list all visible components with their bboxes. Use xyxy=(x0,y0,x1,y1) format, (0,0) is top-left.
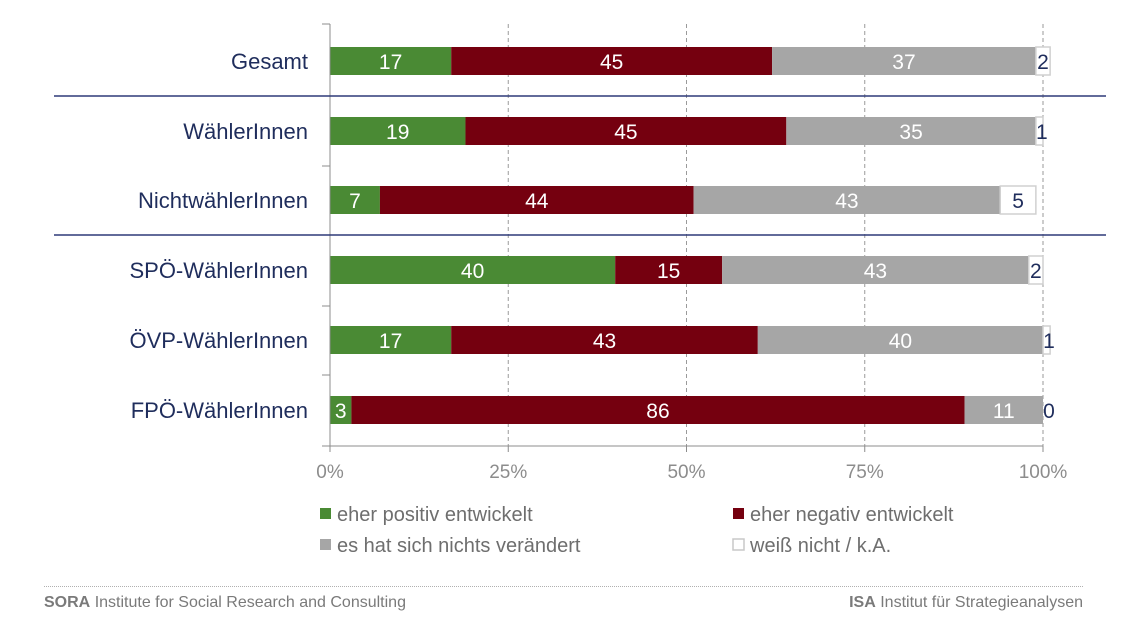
category-label: SPÖ-WählerInnen xyxy=(129,258,308,283)
bar-segment xyxy=(786,117,1036,145)
footer-isa-text: Institut für Strategieanalysen xyxy=(880,594,1083,611)
bar-segment xyxy=(999,185,1037,215)
bar-segment xyxy=(1035,46,1051,76)
x-tick-label: 0% xyxy=(316,462,344,483)
bar-segment xyxy=(1027,255,1044,285)
legend-swatch xyxy=(320,539,331,550)
bar-segment xyxy=(615,256,723,284)
bar-segment xyxy=(757,326,1043,354)
legend-label: es hat sich nichts verändert xyxy=(337,535,581,557)
x-tick-label: 75% xyxy=(846,462,884,483)
legend-label: eher negativ entwickelt xyxy=(750,504,954,526)
legend-label: eher positiv entwickelt xyxy=(337,504,533,526)
category-labels: Gesamt WählerInnen NichtwählerInnen SPÖ-Wäh… xyxy=(129,49,308,423)
data-label: 1 xyxy=(1043,330,1055,353)
bars: 17 45 37 219 45 35 17 44 43 540 15 43 217 43 40 13 86 11 0 xyxy=(330,46,1055,424)
bar-segment xyxy=(330,47,452,75)
bar-segment xyxy=(693,186,1001,214)
bar-segment xyxy=(330,186,380,214)
data-label: 43 xyxy=(864,260,887,283)
data-label: 40 xyxy=(889,330,912,353)
x-tick-label: 50% xyxy=(667,462,705,483)
bar-segment xyxy=(451,47,773,75)
bar-segment xyxy=(772,47,1036,75)
legend-label: weiß nicht / k.A. xyxy=(749,535,891,557)
bar-segment xyxy=(330,326,452,354)
bar-segment xyxy=(1042,325,1051,355)
data-label: 15 xyxy=(657,260,680,283)
data-label: 7 xyxy=(349,190,361,213)
x-tick-label: 100% xyxy=(1019,462,1068,483)
data-label: 2 xyxy=(1037,51,1049,74)
footer-isa: ISA Institut für Strategieanalysen xyxy=(849,594,1083,612)
data-label: 45 xyxy=(600,51,623,74)
category-label: NichtwählerInnen xyxy=(138,188,308,213)
bar-segment xyxy=(1035,116,1044,146)
bar-segment xyxy=(722,256,1029,284)
bar-segment xyxy=(330,117,466,145)
footer-sora-text: Institute for Social Research and Consul… xyxy=(94,594,406,611)
data-label: 43 xyxy=(835,190,858,213)
footer-sora-bold: SORA xyxy=(44,594,91,611)
data-label: 1 xyxy=(1036,121,1048,144)
data-label: 40 xyxy=(461,260,484,283)
data-label: 35 xyxy=(899,121,922,144)
footer-sora: SORA Institute for Social Research and C… xyxy=(44,594,406,612)
data-label: 44 xyxy=(525,190,549,213)
data-label: 0 xyxy=(1043,400,1055,423)
category-label: ÖVP-WählerInnen xyxy=(129,328,308,353)
bar-segment xyxy=(330,256,616,284)
legend-swatch xyxy=(733,508,744,519)
legend-swatch xyxy=(732,538,745,551)
data-label: 37 xyxy=(892,51,915,74)
data-label: 5 xyxy=(1012,190,1024,213)
bar-segment xyxy=(964,396,1043,424)
footer-isa-bold: ISA xyxy=(849,594,876,611)
x-tick-label: 25% xyxy=(489,462,527,483)
data-label: 2 xyxy=(1030,260,1042,283)
bar-segment xyxy=(451,326,758,354)
legend: eher positiv entwickelt eher negativ entw… xyxy=(320,504,954,557)
footer-divider xyxy=(44,586,1083,587)
category-label: WählerInnen xyxy=(183,119,308,144)
data-label: 45 xyxy=(614,121,637,144)
bar-segment xyxy=(379,186,694,214)
category-label: Gesamt xyxy=(231,49,308,74)
legend-swatch xyxy=(320,508,331,519)
stacked-bar-chart: 17 45 37 219 45 35 17 44 43 540 15 43 217 43 40 13 86 11 0… xyxy=(54,23,1106,557)
data-label: 17 xyxy=(379,330,402,353)
data-label: 17 xyxy=(379,51,402,74)
axes: 0% 25% 50% 75% 100% xyxy=(54,23,1106,483)
data-label: 43 xyxy=(593,330,616,353)
bar-segment xyxy=(351,396,965,424)
data-label: 86 xyxy=(646,400,669,423)
category-label: FPÖ-WählerInnen xyxy=(131,398,308,423)
data-label: 11 xyxy=(993,400,1015,423)
bar-segment xyxy=(330,396,352,424)
data-label: 3 xyxy=(335,400,347,423)
data-label: 19 xyxy=(386,121,409,144)
bar-segment xyxy=(465,117,787,145)
